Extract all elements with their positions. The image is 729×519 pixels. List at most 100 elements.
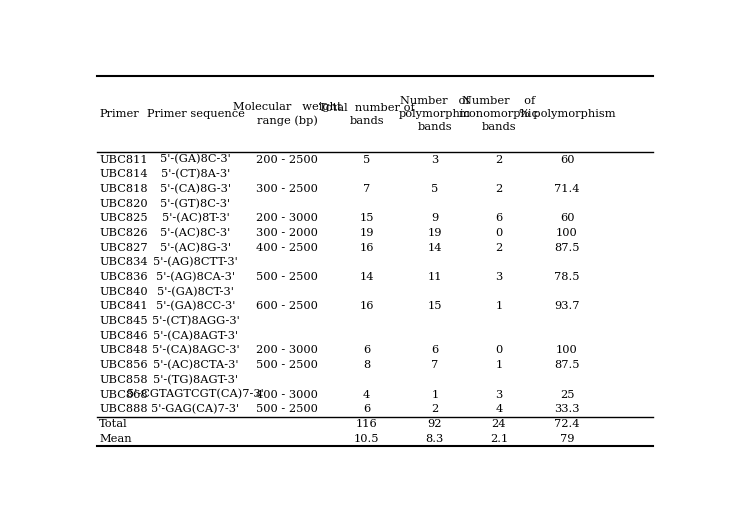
Text: UBC868: UBC868: [99, 390, 148, 400]
Text: 5'-(AC)8CTA-3': 5'-(AC)8CTA-3': [153, 360, 238, 370]
Text: 5'-CGTAGTCGT(CA)7-3': 5'-CGTAGTCGT(CA)7-3': [127, 389, 264, 400]
Text: 5'-(GT)8C-3': 5'-(GT)8C-3': [160, 198, 230, 209]
Text: 2.1: 2.1: [490, 433, 508, 444]
Text: UBC845: UBC845: [99, 316, 148, 326]
Text: Number    of
monomorphic
bands: Number of monomorphic bands: [459, 96, 539, 132]
Text: UBC826: UBC826: [99, 228, 148, 238]
Text: 9: 9: [432, 213, 438, 223]
Text: 71.4: 71.4: [554, 184, 580, 194]
Text: 1: 1: [495, 360, 502, 370]
Text: UBC836: UBC836: [99, 272, 148, 282]
Text: 25: 25: [560, 390, 574, 400]
Text: UBC858: UBC858: [99, 375, 148, 385]
Text: UBC848: UBC848: [99, 346, 148, 356]
Text: 500 - 2500: 500 - 2500: [257, 404, 319, 414]
Text: 1: 1: [495, 302, 502, 311]
Text: 2: 2: [495, 155, 502, 165]
Text: 78.5: 78.5: [554, 272, 580, 282]
Text: UBC814: UBC814: [99, 169, 148, 179]
Text: 14: 14: [359, 272, 374, 282]
Text: 24: 24: [491, 419, 506, 429]
Text: 15: 15: [428, 302, 442, 311]
Text: 16: 16: [359, 302, 374, 311]
Text: UBC827: UBC827: [99, 243, 148, 253]
Text: 100: 100: [556, 346, 578, 356]
Text: 6: 6: [432, 346, 438, 356]
Text: 116: 116: [356, 419, 378, 429]
Text: 5'-(AC)8T-3': 5'-(AC)8T-3': [162, 213, 230, 224]
Text: 200 - 3000: 200 - 3000: [257, 213, 319, 223]
Text: 5'-(CT)8A-3': 5'-(CT)8A-3': [161, 169, 230, 180]
Text: 6: 6: [363, 346, 370, 356]
Text: 8.3: 8.3: [426, 433, 444, 444]
Text: 8: 8: [363, 360, 370, 370]
Text: Number   of
polymorphic
bands: Number of polymorphic bands: [399, 96, 471, 132]
Text: % polymorphism: % polymorphism: [519, 109, 615, 119]
Text: UBC846: UBC846: [99, 331, 148, 341]
Text: 5'-(AG)8CA-3': 5'-(AG)8CA-3': [156, 272, 235, 282]
Text: 11: 11: [428, 272, 442, 282]
Text: Molecular   weight
range (bp): Molecular weight range (bp): [233, 102, 342, 126]
Text: UBC834: UBC834: [99, 257, 148, 267]
Text: 92: 92: [428, 419, 442, 429]
Text: 5'-GAG(CA)7-3': 5'-GAG(CA)7-3': [152, 404, 240, 414]
Text: 200 - 3000: 200 - 3000: [257, 346, 319, 356]
Text: Total: Total: [99, 419, 128, 429]
Text: 3: 3: [495, 272, 502, 282]
Text: UBC811: UBC811: [99, 155, 148, 165]
Text: 79: 79: [560, 433, 574, 444]
Text: 5'-(AC)8G-3': 5'-(AC)8G-3': [160, 242, 231, 253]
Text: 5: 5: [363, 155, 370, 165]
Text: 0: 0: [495, 346, 502, 356]
Text: 87.5: 87.5: [554, 243, 580, 253]
Text: 60: 60: [560, 155, 574, 165]
Text: UBC825: UBC825: [99, 213, 148, 223]
Text: 72.4: 72.4: [554, 419, 580, 429]
Text: 3: 3: [432, 155, 438, 165]
Text: 7: 7: [432, 360, 438, 370]
Text: 33.3: 33.3: [554, 404, 580, 414]
Text: 4: 4: [363, 390, 370, 400]
Text: 5: 5: [432, 184, 438, 194]
Text: 60: 60: [560, 213, 574, 223]
Text: 5'-(CA)8AGT-3': 5'-(CA)8AGT-3': [153, 331, 238, 341]
Text: Primer sequence: Primer sequence: [147, 109, 244, 119]
Text: 19: 19: [359, 228, 374, 238]
Text: 5'-(TG)8AGT-3': 5'-(TG)8AGT-3': [153, 375, 238, 385]
Text: 5'-(AC)8C-3': 5'-(AC)8C-3': [160, 228, 230, 238]
Text: 15: 15: [359, 213, 374, 223]
Text: 14: 14: [428, 243, 442, 253]
Text: Primer: Primer: [99, 109, 139, 119]
Text: 5'-(CA)8AGC-3': 5'-(CA)8AGC-3': [152, 345, 239, 356]
Text: 5'-(GA)8CT-3': 5'-(GA)8CT-3': [157, 286, 234, 297]
Text: 300 - 2500: 300 - 2500: [257, 184, 319, 194]
Text: 16: 16: [359, 243, 374, 253]
Text: 400 - 2500: 400 - 2500: [257, 243, 319, 253]
Text: 6: 6: [495, 213, 502, 223]
Text: 300 - 2000: 300 - 2000: [257, 228, 319, 238]
Text: 5'-(GA)8CC-3': 5'-(GA)8CC-3': [156, 301, 235, 311]
Text: 10.5: 10.5: [354, 433, 379, 444]
Text: 5'-(AG)8CTT-3': 5'-(AG)8CTT-3': [153, 257, 238, 267]
Text: UBC840: UBC840: [99, 286, 148, 297]
Text: 4: 4: [495, 404, 502, 414]
Text: UBC820: UBC820: [99, 199, 148, 209]
Text: 2: 2: [495, 243, 502, 253]
Text: 19: 19: [428, 228, 442, 238]
Text: 7: 7: [363, 184, 370, 194]
Text: 100: 100: [556, 228, 578, 238]
Text: 1: 1: [432, 390, 438, 400]
Text: 600 - 2500: 600 - 2500: [257, 302, 319, 311]
Text: 93.7: 93.7: [554, 302, 580, 311]
Text: 200 - 2500: 200 - 2500: [257, 155, 319, 165]
Text: 5'-(GA)8C-3': 5'-(GA)8C-3': [160, 154, 231, 165]
Text: UBC818: UBC818: [99, 184, 148, 194]
Text: 0: 0: [495, 228, 502, 238]
Text: UBC888: UBC888: [99, 404, 148, 414]
Text: 5'-(CA)8G-3': 5'-(CA)8G-3': [160, 184, 231, 194]
Text: 500 - 2500: 500 - 2500: [257, 272, 319, 282]
Text: 400 - 3000: 400 - 3000: [257, 390, 319, 400]
Text: 500 - 2500: 500 - 2500: [257, 360, 319, 370]
Text: Total  number of
bands: Total number of bands: [319, 103, 415, 126]
Text: UBC856: UBC856: [99, 360, 148, 370]
